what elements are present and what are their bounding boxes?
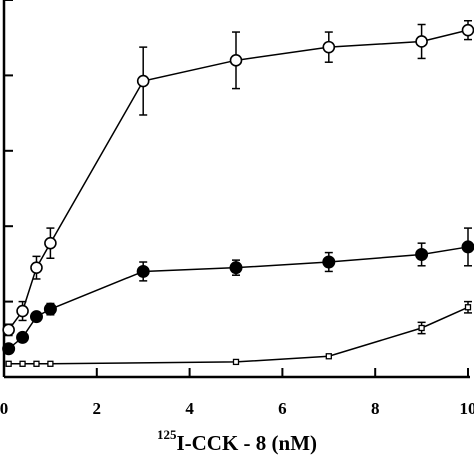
data-point — [30, 261, 43, 274]
data-point — [325, 353, 332, 360]
x-tick-label: 6 — [278, 399, 287, 418]
data-point — [2, 342, 16, 356]
data-point — [29, 310, 43, 324]
data-point — [461, 240, 474, 254]
data-point — [229, 261, 243, 275]
x-axis-title-superscript: 125 — [156, 427, 177, 442]
series-3 — [5, 300, 472, 367]
data-point — [16, 330, 30, 344]
data-point — [44, 236, 57, 250]
data-point — [43, 302, 57, 316]
data-point — [232, 358, 240, 366]
x-tick-label: 10 — [460, 399, 474, 418]
tick-labels: 0 2 4 6 8 10 — [0, 399, 474, 418]
data-point — [322, 40, 336, 54]
x-axis-title: 125I-CCK - 8 (nM) — [0, 427, 474, 456]
data-point — [2, 323, 15, 337]
x-tick-label: 0 — [0, 399, 8, 418]
data-point — [33, 360, 40, 367]
series-line — [8, 29, 469, 331]
data-point — [16, 304, 29, 318]
data-point — [322, 255, 336, 269]
x-tick-label: 2 — [93, 399, 102, 418]
series-1 — [2, 19, 474, 337]
data-point — [415, 247, 429, 261]
data-point — [415, 35, 428, 48]
data-point — [5, 360, 12, 367]
series-2 — [2, 227, 474, 356]
axes — [2, 0, 470, 379]
series-line — [8, 306, 469, 365]
data-point — [19, 360, 26, 367]
data-point — [461, 23, 474, 37]
series-layer — [2, 19, 474, 367]
data-point — [47, 360, 54, 367]
data-point — [136, 74, 150, 88]
x-tick-label: 4 — [185, 399, 194, 418]
x-tick-label: 8 — [371, 399, 380, 418]
x-axis-title-text: I-CCK - 8 (nM) — [176, 431, 318, 455]
data-point — [464, 304, 472, 311]
data-point — [136, 264, 150, 278]
data-point — [229, 54, 243, 67]
data-point — [418, 324, 425, 332]
